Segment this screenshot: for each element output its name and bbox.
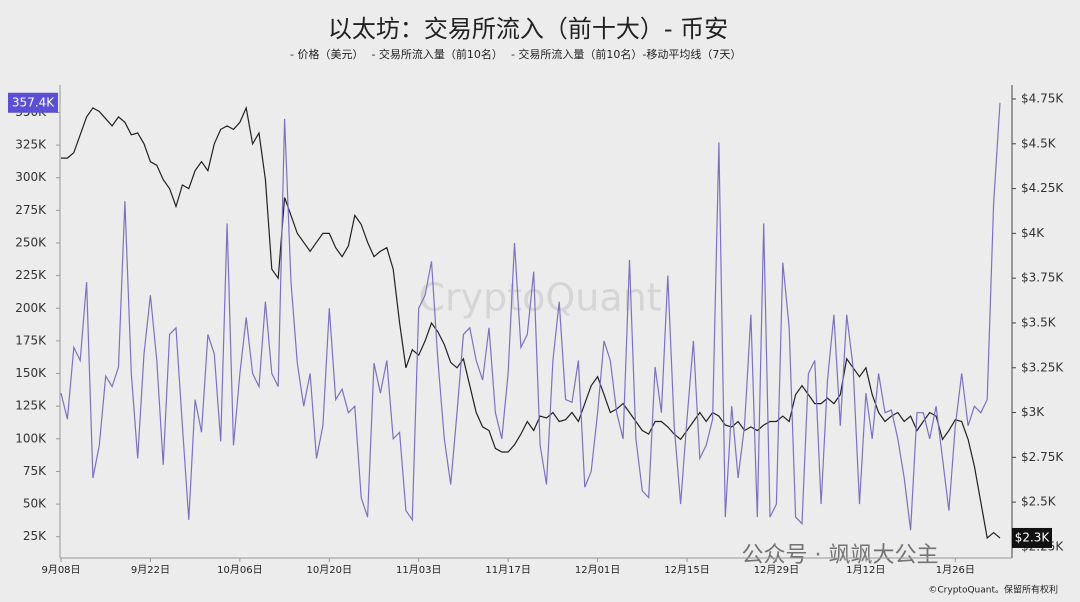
y-tick-label: 250K xyxy=(15,235,47,249)
y-tick-label: 175K xyxy=(15,333,47,347)
x-tick-label: 12月15日 xyxy=(664,564,709,576)
watermark: CryptoQuant xyxy=(418,276,661,320)
y-tick-label: 225K xyxy=(15,268,47,282)
x-tick-label: 9月22日 xyxy=(131,564,170,576)
y2-tick-label: $4.25K xyxy=(1021,181,1064,195)
y2-tick-label: $3.75K xyxy=(1021,271,1064,285)
x-tick-label: 10月06日 xyxy=(217,564,262,576)
y-tick-label: 275K xyxy=(15,203,47,217)
wechat-watermark: 公众号 · 飒飒大公主 xyxy=(742,543,939,568)
series-line xyxy=(60,102,1001,531)
y2-tick-label: $2.75K xyxy=(1021,450,1064,464)
y-tick-label: 300K xyxy=(15,170,47,184)
copyright: ©CryptoQuant。保留所有权利 xyxy=(928,584,1058,596)
series-line xyxy=(61,105,1001,540)
y2-tick-label: $4K xyxy=(1021,226,1045,240)
x-tick-label: 10月20日 xyxy=(307,564,352,576)
y-tick-label: 25K xyxy=(23,529,47,543)
y-tick-label: 325K xyxy=(15,138,47,152)
y-tick-label: 200K xyxy=(15,301,47,315)
legend-entry: - 交易所流入量（前10名）-移动平均线（7天） xyxy=(511,47,741,61)
x-tick-label: 9月08日 xyxy=(41,564,80,576)
y2-tick-label: $3K xyxy=(1021,405,1045,419)
x-tick-label: 12月29日 xyxy=(754,564,799,576)
y2-tick-label: $4.5K xyxy=(1021,136,1057,150)
x-tick-label: 1月12日 xyxy=(846,564,885,576)
y2-tick-label: $4.75K xyxy=(1021,91,1064,105)
y2-tick-label: $3.25K xyxy=(1021,360,1064,374)
legend-entry: - 价格（美元） xyxy=(290,47,363,61)
y-tick-label: 75K xyxy=(23,464,47,478)
last-value-box xyxy=(8,92,58,113)
y2-tick-label: $3.5K xyxy=(1021,315,1057,329)
y-tick-label: 125K xyxy=(15,399,47,413)
y2-tick-label: $2.5K xyxy=(1021,495,1057,509)
last-value-label: $2.3K xyxy=(1015,530,1051,544)
x-tick-label: 11月03日 xyxy=(396,564,441,576)
x-tick-label: 12月01日 xyxy=(575,564,620,576)
y-tick-label: 100K xyxy=(15,431,47,445)
y-tick-label: 50K xyxy=(23,497,47,511)
y-tick-label: 150K xyxy=(15,366,47,380)
legend-entry: - 交易所流入量（前10名） xyxy=(371,47,502,61)
x-tick-label: 11月17日 xyxy=(485,564,530,576)
last-value-label: 357.4K xyxy=(12,95,55,109)
chart-title: 以太坊：交易所流入（前十大）- 币安 xyxy=(328,15,728,43)
x-tick-label: 1月26日 xyxy=(936,564,975,576)
last-value-box xyxy=(1012,527,1052,548)
